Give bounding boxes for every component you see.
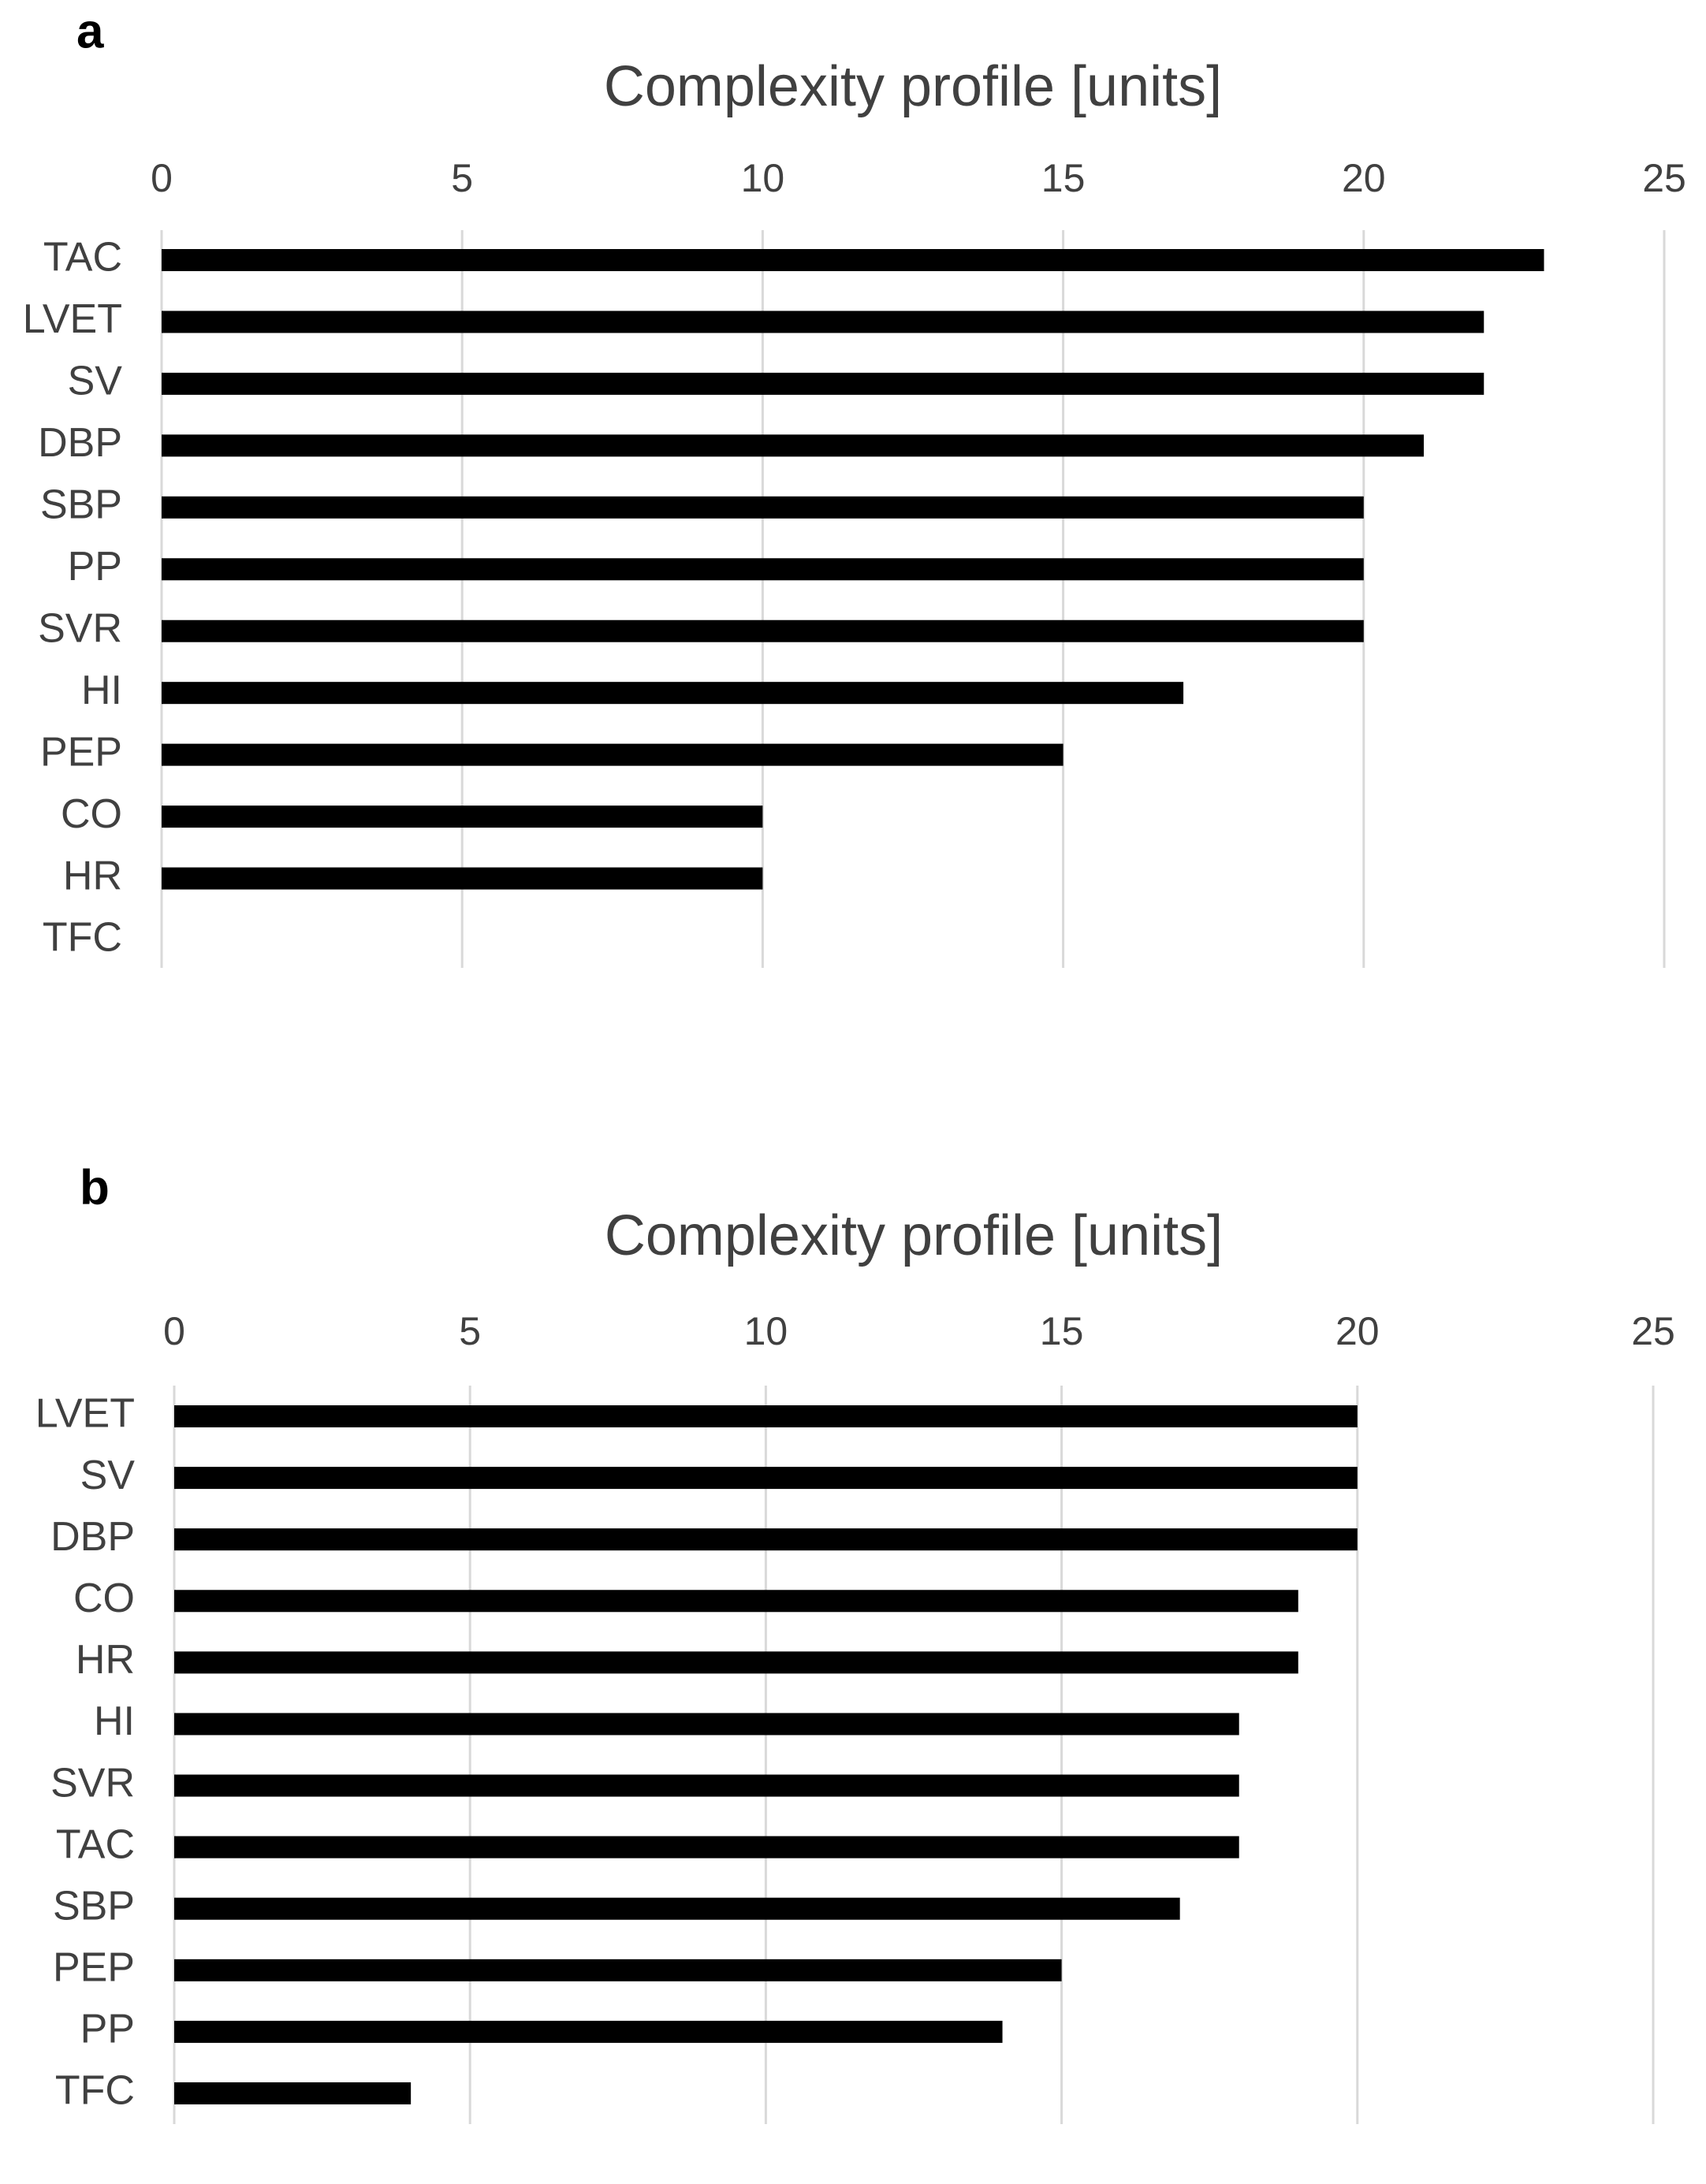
y-tick-label: LVET: [23, 296, 122, 342]
bar: [174, 1590, 1298, 1613]
y-tick-label: CO: [61, 791, 122, 837]
x-tick-label: 20: [1342, 156, 1386, 200]
x-tick-label: 25: [1631, 1309, 1675, 1353]
y-tick-label: LVET: [35, 1391, 135, 1437]
y-tick-label: DBP: [38, 420, 122, 466]
bar: [162, 249, 1544, 271]
x-tick-label: 25: [1642, 156, 1686, 200]
x-tick-label: 10: [744, 1309, 788, 1353]
chart-title: Complexity profile [units]: [604, 55, 1222, 118]
x-tick-label: 20: [1335, 1309, 1380, 1353]
y-tick-label: HI: [81, 668, 122, 713]
bar: [174, 1959, 1062, 1981]
panel-label: b: [80, 1160, 110, 1215]
bar: [162, 434, 1425, 457]
x-tick-label: 15: [1040, 1309, 1084, 1353]
x-tick-label: 0: [151, 156, 173, 200]
y-tick-label: PP: [68, 544, 122, 590]
panel-label: a: [76, 4, 104, 58]
y-tick-label: SVR: [38, 605, 122, 651]
x-tick-label: 5: [459, 1309, 481, 1353]
bar: [174, 1467, 1358, 1490]
bar: [162, 682, 1184, 705]
bar: [162, 496, 1364, 519]
x-tick-label: 10: [741, 156, 785, 200]
y-tick-label: TFC: [43, 915, 122, 961]
bar: [174, 2082, 412, 2104]
y-tick-label: DBP: [50, 1514, 135, 1560]
bar: [162, 619, 1364, 642]
bar: [174, 2020, 1003, 2043]
y-tick-label: TFC: [55, 2068, 135, 2114]
bar: [174, 1897, 1180, 1920]
bar: [174, 1405, 1358, 1427]
bar: [162, 867, 763, 890]
bar: [162, 558, 1364, 581]
y-tick-label: SV: [80, 1453, 136, 1498]
bar: [174, 1713, 1239, 1736]
y-tick-label: HI: [94, 1698, 135, 1744]
y-tick-label: TAC: [43, 235, 122, 281]
y-tick-label: SBP: [40, 482, 122, 528]
x-tick-label: 5: [451, 156, 473, 200]
bar: [162, 372, 1484, 395]
y-tick-label: SBP: [53, 1883, 135, 1929]
y-tick-label: SV: [68, 359, 123, 404]
bar: [174, 1836, 1239, 1858]
chart-title: Complexity profile [units]: [605, 1204, 1223, 1267]
y-tick-label: PEP: [53, 1945, 135, 1991]
y-tick-label: PEP: [40, 729, 122, 775]
bar: [162, 743, 1063, 766]
bar: [162, 311, 1484, 333]
x-tick-label: 15: [1041, 156, 1086, 200]
x-tick-label: 0: [163, 1309, 185, 1353]
y-tick-label: HR: [63, 853, 122, 899]
y-tick-label: TAC: [56, 1821, 135, 1867]
bar: [174, 1774, 1239, 1797]
bar: [174, 1651, 1298, 1674]
y-tick-label: SVR: [50, 1760, 135, 1806]
y-tick-label: CO: [73, 1576, 135, 1621]
y-tick-label: HR: [76, 1637, 135, 1683]
bar: [162, 806, 763, 828]
y-tick-label: PP: [80, 2007, 135, 2052]
bar: [174, 1528, 1358, 1551]
